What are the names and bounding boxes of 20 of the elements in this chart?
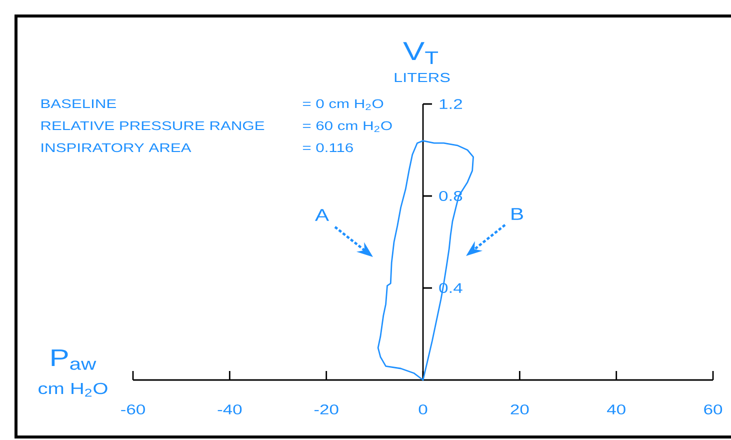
text: BASELINE: [41, 99, 116, 108]
text: LITERS: [394, 72, 450, 82]
annotation: RELATIVE PRESSURE RANGE: [41, 121, 264, 130]
annotation: A: [314, 209, 330, 221]
x-tick-label: 40: [607, 404, 626, 414]
x-tick-label: -60: [121, 404, 145, 414]
annotation: = 0 cm H$_{2}$O: [302, 99, 384, 110]
x-tick-label: -20: [314, 404, 338, 414]
x-tick-label: -40: [218, 404, 242, 414]
annotation: = 60 cm H$_{2}$O: [302, 121, 392, 132]
x-tick-label: 60: [704, 404, 722, 414]
annotation: INSPIRATORY AREA: [42, 143, 192, 152]
annotation: B: [512, 208, 523, 220]
x-tick-label: 0: [418, 404, 428, 414]
y-axis-title: V$_{T}$: [403, 42, 438, 64]
x-tick-label: 20: [510, 404, 529, 414]
text: cm H$_{2}$O: [38, 382, 108, 397]
x-axis-title: P$_{aw}$: [52, 349, 96, 370]
annotation: = 0.116: [302, 143, 353, 152]
y-tick-label: 1.2: [440, 99, 462, 109]
